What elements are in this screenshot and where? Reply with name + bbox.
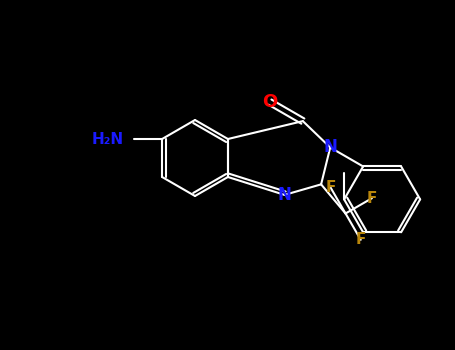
Text: H₂N: H₂N: [92, 132, 124, 147]
Text: F: F: [355, 232, 366, 247]
Text: F: F: [325, 180, 335, 195]
Text: F: F: [367, 191, 377, 206]
Text: O: O: [263, 93, 278, 111]
Text: N: N: [324, 139, 337, 156]
Text: N: N: [278, 186, 292, 204]
